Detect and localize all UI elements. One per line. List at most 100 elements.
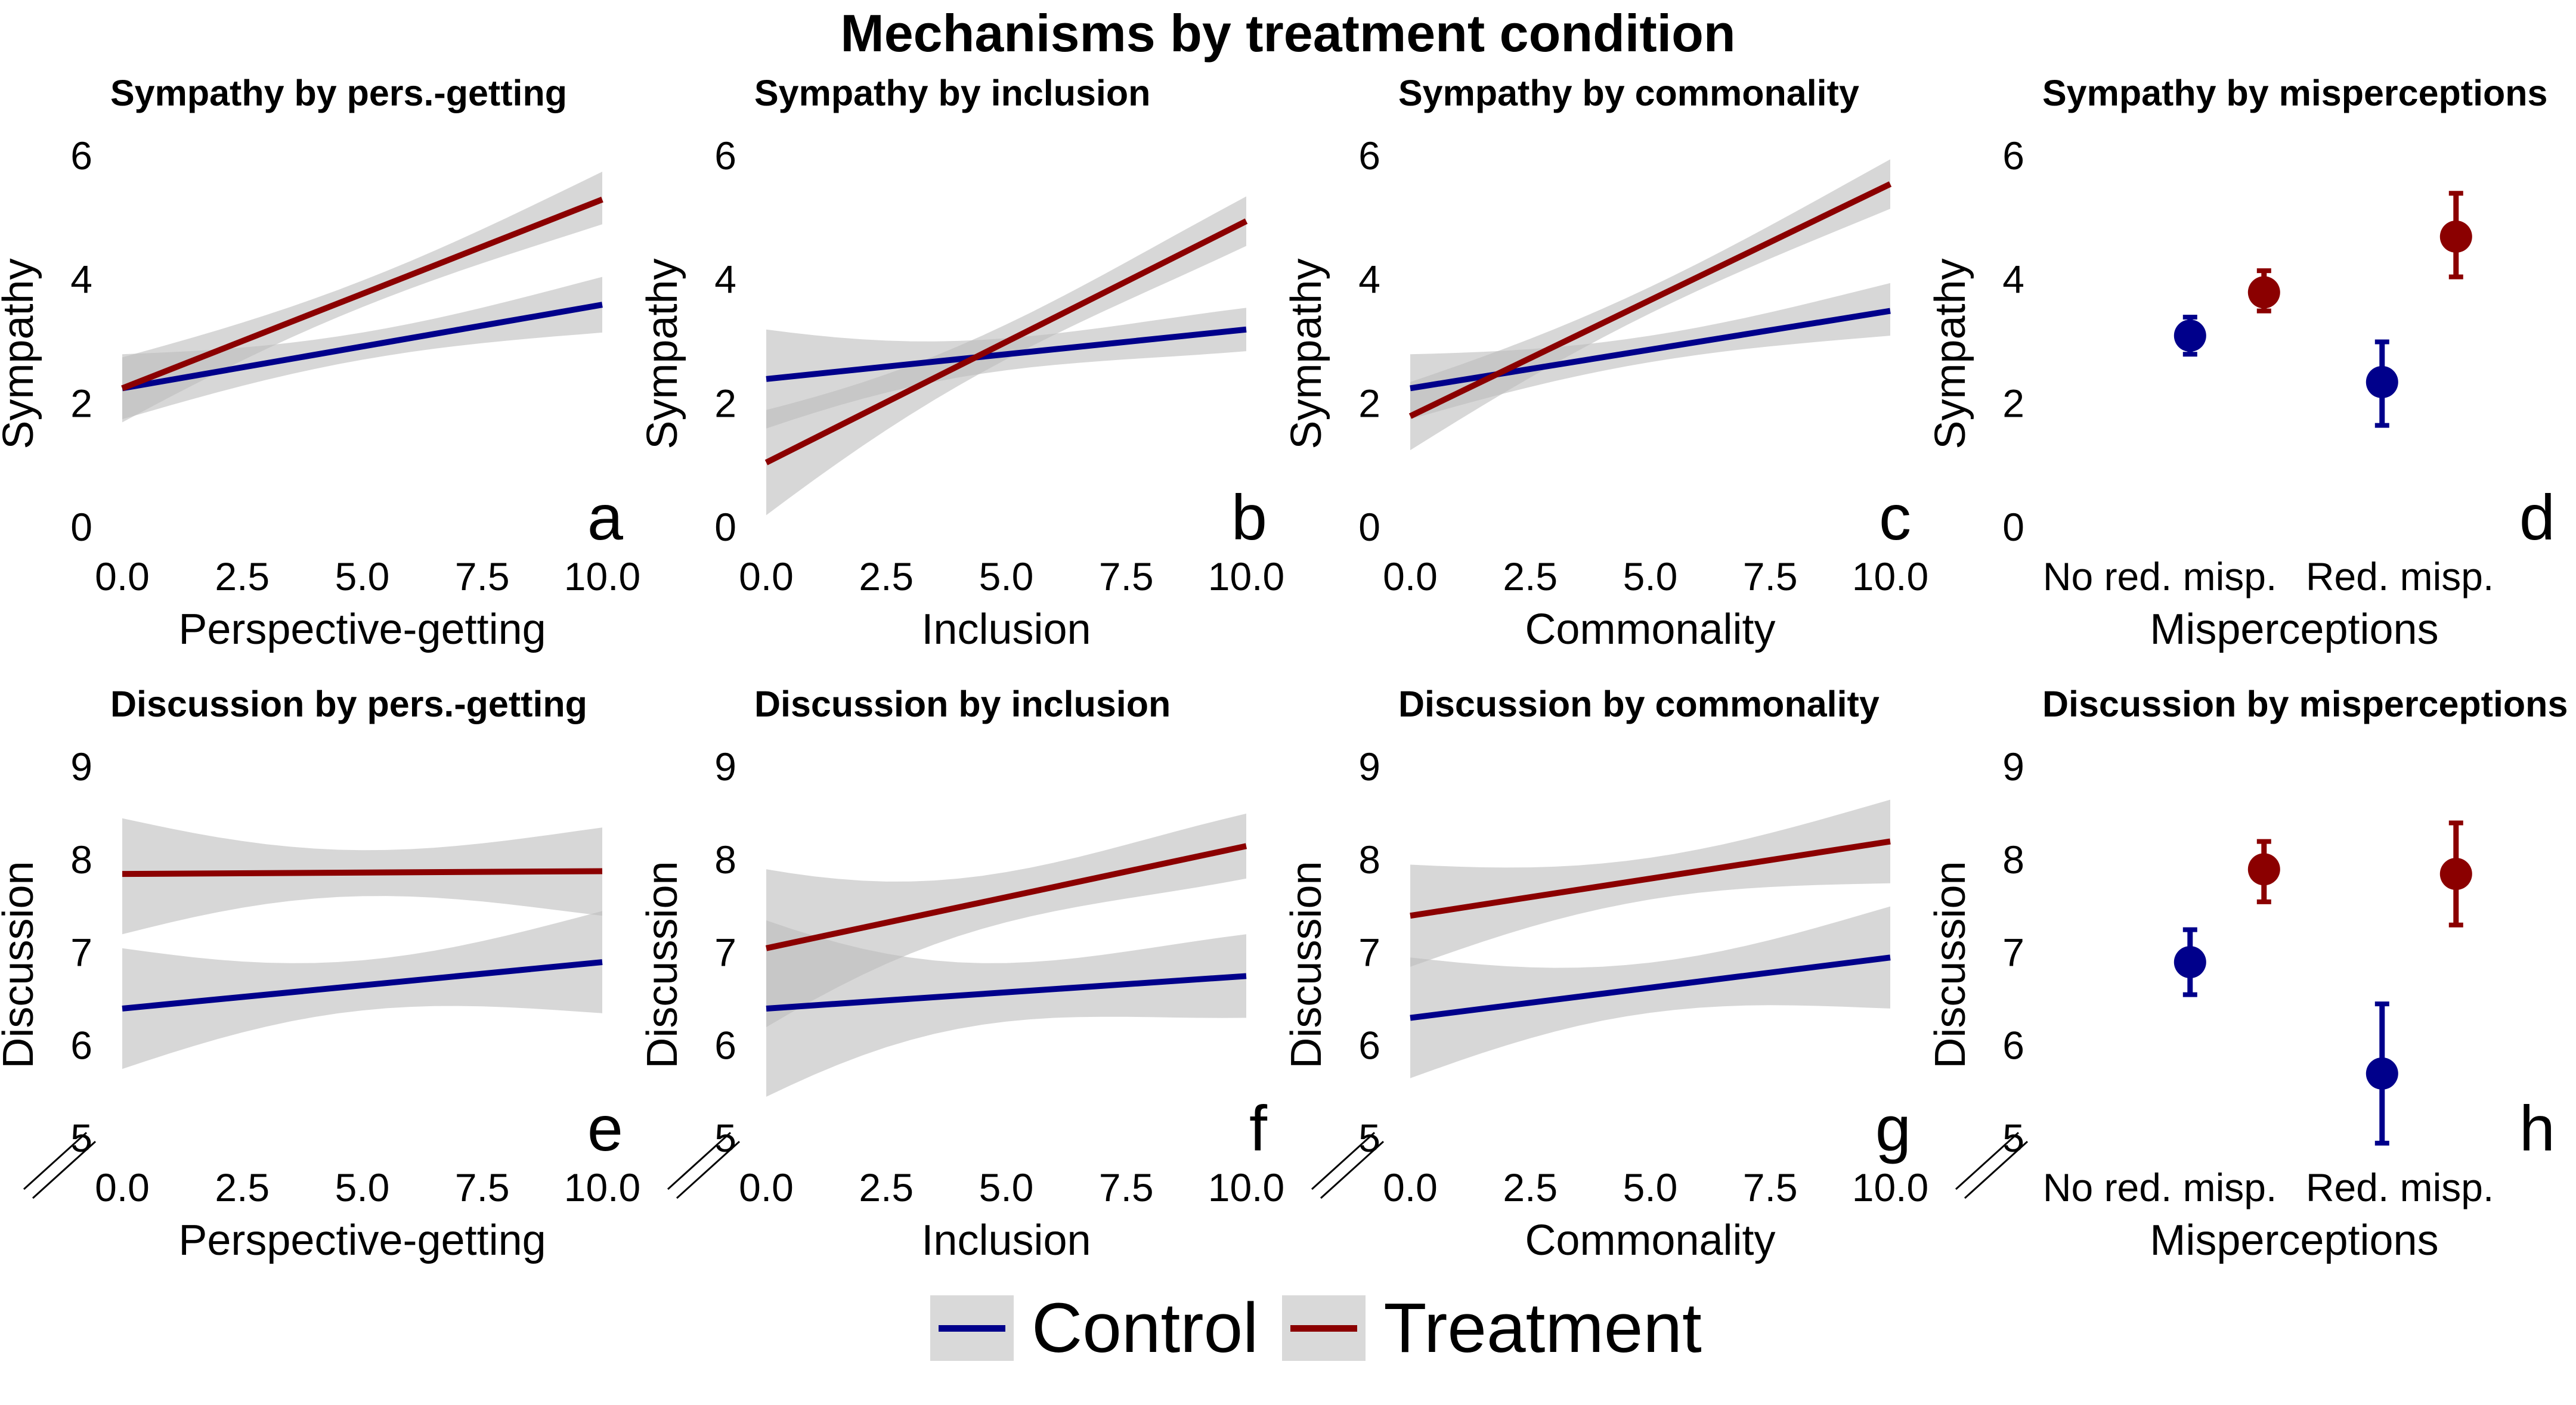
panel-a-line-control [122, 302, 603, 392]
panel-e-xtick-4: 10.0 [564, 1165, 640, 1209]
panel-a-ylabel: Sympathy [0, 258, 42, 449]
panel-g-axis-break-mark-2 [1320, 1140, 1385, 1199]
panel-g-ytick-1: 6 [1358, 1023, 1380, 1067]
panel-g-title: Discussion by commonality [1398, 684, 1880, 724]
panel-e-xtick-0: 0.0 [95, 1165, 150, 1209]
panel-f-xtick-4: 10.0 [1208, 1165, 1284, 1209]
panel-b-xtick-3: 7.5 [1099, 554, 1154, 598]
panel-e-ylabel: Discussion [0, 861, 42, 1068]
panel-e-letter: e [587, 1092, 623, 1164]
panel-e-xtick-1: 2.5 [215, 1165, 270, 1209]
panel-a-xtick-2: 5.0 [335, 554, 390, 598]
panel-c-ci-band-treatment [1410, 159, 1890, 451]
panel-h-ylabel: Discussion [1927, 861, 1974, 1068]
panel-h-point-treatment-1 [2439, 858, 2472, 891]
legend-label-treatment: Treatment [1383, 1289, 1702, 1367]
panel-f-line-control [766, 973, 1247, 1012]
panel-h-point-treatment-0 [2247, 853, 2280, 886]
panel-g-line-control [1410, 954, 1891, 1021]
panel-h-axis-break-mark-1 [1955, 1131, 2020, 1190]
panel-f-xtick-2: 5.0 [979, 1165, 1034, 1209]
legend-item-control: Control [930, 1288, 1258, 1369]
panel-f-ytick-3: 8 [714, 838, 736, 882]
panel-f-axis-break-mark-1 [667, 1131, 732, 1190]
panel-g-xtick-0: 0.0 [1383, 1165, 1438, 1209]
panel-h-ytick-2: 7 [2002, 931, 2024, 975]
panel-d-ytick-1: 2 [2002, 381, 2024, 425]
panel-g-xtick-4: 10.0 [1852, 1165, 1928, 1209]
panel-g-xtick-3: 7.5 [1743, 1165, 1798, 1209]
panel-c-xtick-2: 5.0 [1623, 554, 1678, 598]
panel-g-ci-band-treatment [1410, 799, 1890, 967]
panel-b-xtick-4: 10.0 [1208, 554, 1284, 598]
panel-b-title: Sympathy by inclusion [754, 73, 1150, 113]
panel-h-point-control-1 [2366, 1057, 2398, 1090]
panel-g-ylabel: Discussion [1283, 861, 1330, 1068]
panel-b-ci-band-control [766, 308, 1246, 429]
panel-e-line-treatment [122, 868, 603, 877]
panel-c-ytick-2: 4 [1358, 258, 1380, 302]
panel-b-xtick-2: 5.0 [979, 554, 1034, 598]
panel-h-point-control-0 [2174, 946, 2206, 979]
panel-e-ytick-4: 9 [70, 745, 92, 789]
panel-h-xlabel: Misperceptions [2150, 1217, 2438, 1264]
panel-f-xlabel: Inclusion [921, 1217, 1091, 1264]
panel-b-ylabel: Sympathy [639, 258, 686, 449]
panel-d-ytick-2: 4 [2002, 258, 2024, 302]
panel-b-letter: b [1231, 481, 1267, 553]
panel-g-ytick-4: 9 [1358, 745, 1380, 789]
panel-g-xtick-1: 2.5 [1503, 1165, 1558, 1209]
panel-a-ytick-3: 6 [70, 134, 92, 178]
panel-f-ci-band-treatment [766, 813, 1246, 1028]
panel-e-xlabel: Perspective-getting [178, 1217, 546, 1264]
panel-b-line-control [766, 326, 1247, 382]
legend-item-treatment: Treatment [1282, 1288, 1702, 1369]
panel-d-ylabel: Sympathy [1927, 258, 1974, 449]
panel-d-point-treatment-0 [2247, 276, 2280, 309]
panel-b-xtick-1: 2.5 [859, 554, 914, 598]
panel-c-ylabel: Sympathy [1283, 258, 1330, 449]
panel-a-letter: a [587, 481, 624, 553]
panel-h-ytick-3: 8 [2002, 838, 2024, 882]
panel-b-xtick-0: 0.0 [739, 554, 794, 598]
panel-a-xtick-3: 7.5 [455, 554, 510, 598]
panel-h-axis-break-mark-2 [1964, 1140, 2029, 1199]
panel-a-xlabel: Perspective-getting [178, 606, 546, 653]
legend-key-treatment [1282, 1295, 1366, 1361]
panel-d-ytick-3: 6 [2002, 134, 2024, 178]
panel-c-letter: c [1879, 481, 1911, 553]
panel-e-title: Discussion by pers.-getting [110, 684, 587, 724]
panel-f-line-treatment [765, 843, 1247, 951]
panel-e-ytick-1: 6 [70, 1023, 92, 1067]
panel-f-ytick-2: 7 [714, 931, 736, 975]
panel-g-xtick-2: 5.0 [1623, 1165, 1678, 1209]
panel-c-xtick-1: 2.5 [1503, 554, 1558, 598]
figure-title: Mechanisms by treatment condition [840, 4, 1736, 63]
panel-a-ytick-1: 2 [70, 381, 92, 425]
panel-c-ytick-1: 2 [1358, 381, 1380, 425]
panel-h-title: Discussion by misperceptions [2042, 684, 2568, 724]
panel-f-xtick-1: 2.5 [859, 1165, 914, 1209]
panel-c-title: Sympathy by commonality [1398, 73, 1859, 113]
panel-f-xtick-3: 7.5 [1099, 1165, 1154, 1209]
panel-a-xtick-1: 2.5 [215, 554, 270, 598]
panel-a-ytick-2: 4 [70, 258, 92, 302]
legend-key-control [930, 1295, 1014, 1361]
legend-label-control: Control [1032, 1289, 1259, 1367]
panel-b-xlabel: Inclusion [921, 606, 1091, 653]
panel-a-xtick-4: 10.0 [564, 554, 640, 598]
panel-h-xtick-1: Red. misp. [2306, 1165, 2494, 1209]
panel-f-letter: f [1249, 1092, 1268, 1164]
panel-e-ytick-2: 7 [70, 931, 92, 975]
panel-f-title: Discussion by inclusion [754, 684, 1171, 724]
panel-h-ytick-4: 9 [2002, 745, 2024, 789]
panel-e-line-control [122, 959, 603, 1012]
panel-h-ytick-1: 6 [2002, 1023, 2024, 1067]
panel-c-xtick-3: 7.5 [1743, 554, 1798, 598]
panel-b-ytick-1: 2 [714, 381, 736, 425]
panel-e-xtick-3: 7.5 [455, 1165, 510, 1209]
panel-g-ytick-2: 7 [1358, 931, 1380, 975]
panel-b-ytick-3: 6 [714, 134, 736, 178]
panel-e-ci-band-treatment [122, 818, 602, 935]
